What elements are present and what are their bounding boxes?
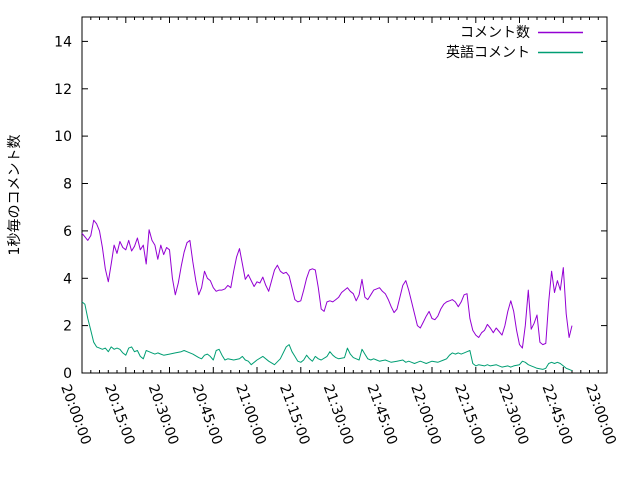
x-tick-label: 21:00:00 (232, 382, 269, 447)
x-tick-labels: 20:00:00 20:15:00 20:30:00 20:45:00 21:00:00… (57, 382, 619, 447)
y-tick-label: 10 (54, 129, 72, 145)
series-line-0 (81, 219, 573, 349)
axis-ticks (81, 17, 608, 374)
y-tick-label: 4 (63, 271, 72, 287)
y-tick-labels: 0 2 4 6 8 10 12 14 (54, 34, 72, 382)
y-tick-label: 8 (63, 177, 72, 193)
legend-label-english-comment: 英語コメント (446, 44, 530, 61)
y-tick-label: 12 (54, 82, 72, 98)
x-tick-label: 21:15:00 (276, 382, 313, 447)
x-tick-label: 23:00:00 (582, 382, 619, 447)
x-tick-label: 22:45:00 (539, 382, 576, 447)
y-tick-label: 6 (63, 224, 72, 240)
legend-label-comment-count: コメント数 (460, 25, 530, 41)
y-tick-label: 14 (54, 34, 72, 50)
y-tick-label: 0 (63, 366, 72, 382)
x-tick-label: 22:00:00 (407, 382, 444, 447)
x-tick-label: 22:15:00 (451, 382, 488, 447)
x-tick-label: 22:30:00 (495, 382, 532, 447)
x-tick-label: 21:30:00 (320, 382, 357, 447)
plot-border (81, 16, 608, 374)
legend: コメント数 英語コメント (446, 25, 583, 61)
y-tick-label: 2 (63, 319, 72, 335)
x-tick-label: 20:15:00 (101, 382, 138, 447)
x-tick-label: 20:45:00 (189, 382, 226, 447)
x-tick-label: 20:00:00 (57, 382, 94, 447)
y-axis-title: 1秒毎のコメント数 (7, 135, 23, 256)
x-tick-label: 21:45:00 (364, 382, 401, 447)
series-line-1 (81, 301, 573, 372)
data-series (81, 219, 573, 372)
x-tick-label: 20:30:00 (145, 382, 182, 447)
